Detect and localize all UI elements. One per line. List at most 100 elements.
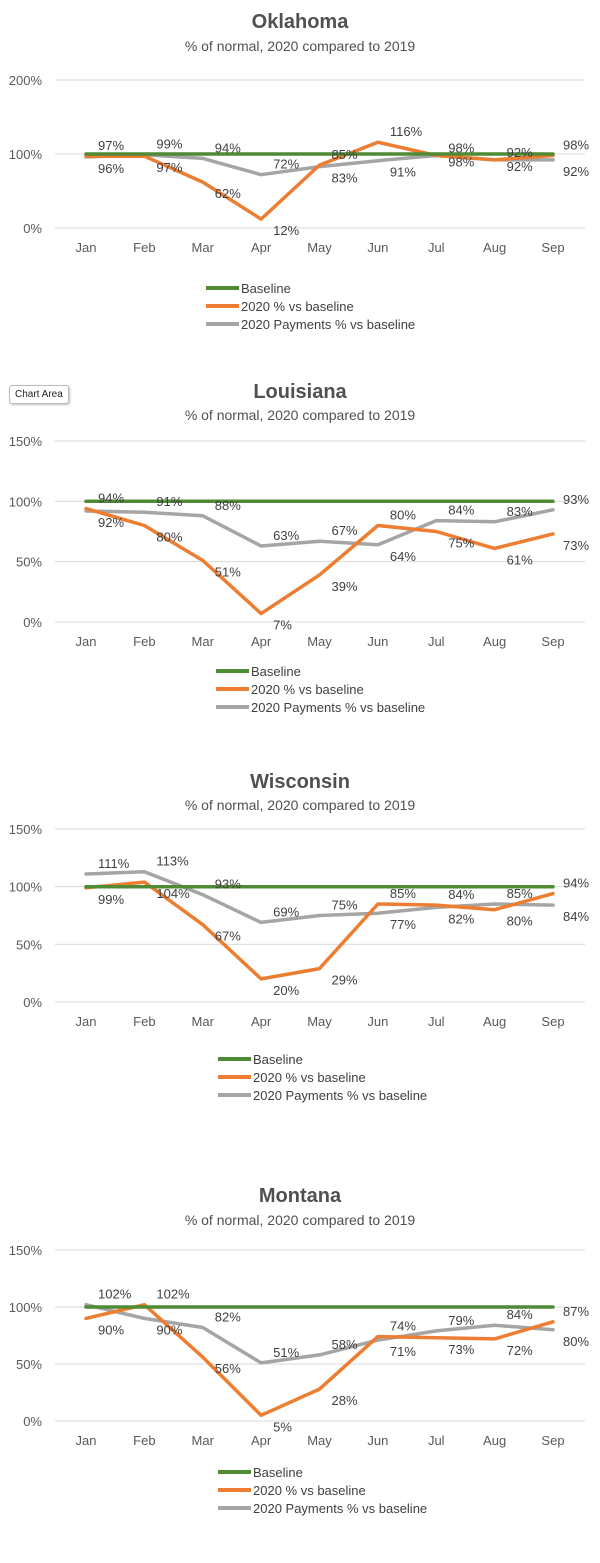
data-label: 7% xyxy=(273,618,292,633)
y-tick-label: 50% xyxy=(16,937,42,952)
x-tick-label: Apr xyxy=(251,1014,272,1029)
data-label: 92% xyxy=(507,159,533,174)
chart-title: Wisconsin xyxy=(250,771,350,793)
chart-subtitle: % of normal, 2020 compared to 2019 xyxy=(185,407,416,423)
chart-subtitle: % of normal, 2020 compared to 2019 xyxy=(185,1212,416,1228)
gray-line xyxy=(84,508,555,548)
data-label: 99% xyxy=(156,137,182,152)
legend-label: 2020 Payments % vs baseline xyxy=(251,700,425,715)
data-label: 77% xyxy=(390,917,416,932)
data-label: 113% xyxy=(156,854,189,869)
x-tick-label: Jul xyxy=(428,1014,445,1029)
y-tick-label: 0% xyxy=(23,995,42,1010)
data-label: 98% xyxy=(448,154,474,169)
data-label: 12% xyxy=(273,223,299,238)
x-tick-label: Aug xyxy=(483,634,506,649)
gray-line xyxy=(84,869,555,925)
x-tick-label: Jul xyxy=(428,240,445,255)
data-label: 82% xyxy=(448,911,474,926)
x-tick-label: Sep xyxy=(541,240,564,255)
data-label: 58% xyxy=(332,1337,358,1352)
chart-montana: Montana % of normal, 2020 compared to 201… xyxy=(9,1185,590,1516)
x-tick-label: Aug xyxy=(483,1433,506,1448)
data-label: 74% xyxy=(390,1319,416,1334)
x-tick-label: May xyxy=(307,240,332,255)
data-label: 85% xyxy=(332,147,358,162)
data-label: 85% xyxy=(390,886,416,901)
data-label: 51% xyxy=(215,564,241,579)
data-label: 5% xyxy=(273,1419,292,1434)
legend-label: Baseline xyxy=(253,1052,303,1067)
data-label: 85% xyxy=(507,886,533,901)
x-tick-label: Mar xyxy=(192,1433,215,1448)
data-label: 90% xyxy=(98,1322,124,1337)
x-tick-label: Jan xyxy=(76,1433,97,1448)
data-label: 71% xyxy=(390,1344,416,1359)
y-tick-label: 150% xyxy=(9,1243,43,1258)
legend-label: 2020 Payments % vs baseline xyxy=(253,1088,427,1103)
data-label: 72% xyxy=(273,157,299,172)
x-tick-label: Apr xyxy=(251,1433,272,1448)
chart-area-tooltip: Chart Area xyxy=(9,385,69,404)
data-label: 83% xyxy=(507,504,533,519)
x-tick-label: Sep xyxy=(541,634,564,649)
data-label: 72% xyxy=(507,1343,533,1358)
legend-label: 2020 Payments % vs baseline xyxy=(253,1501,427,1516)
x-tick-label: Feb xyxy=(133,1014,155,1029)
data-label: 93% xyxy=(215,877,241,892)
legend-label: 2020 % vs baseline xyxy=(253,1070,366,1085)
x-tick-label: Jun xyxy=(367,1014,388,1029)
x-tick-label: Jul xyxy=(428,634,445,649)
legend-label: Baseline xyxy=(251,664,301,679)
y-tick-label: 100% xyxy=(9,1300,43,1315)
x-tick-label: Jun xyxy=(367,240,388,255)
x-tick-label: Jan xyxy=(76,634,97,649)
data-label: 67% xyxy=(215,929,241,944)
data-label: 75% xyxy=(332,898,358,913)
x-tick-label: Jul xyxy=(428,1433,445,1448)
y-tick-label: 100% xyxy=(9,147,43,162)
y-tick-label: 100% xyxy=(9,880,43,895)
data-label: 111% xyxy=(98,856,130,871)
x-tick-label: May xyxy=(307,1433,332,1448)
legend-label: 2020 % vs baseline xyxy=(241,299,354,314)
data-label: 94% xyxy=(563,876,589,891)
data-label: 75% xyxy=(448,536,474,551)
chart-title: Louisiana xyxy=(253,381,347,403)
data-label: 102% xyxy=(98,1287,132,1302)
chart-louisiana: Louisiana % of normal, 2020 compared to 2… xyxy=(9,381,590,715)
data-label: 84% xyxy=(507,1307,533,1322)
x-tick-label: Mar xyxy=(192,240,215,255)
chart-subtitle: % of normal, 2020 compared to 2019 xyxy=(185,38,416,54)
data-label: 84% xyxy=(448,887,474,902)
data-label: 104% xyxy=(156,886,190,901)
x-tick-label: Jun xyxy=(367,634,388,649)
data-label: 98% xyxy=(448,140,474,155)
data-label: 94% xyxy=(215,140,241,155)
x-tick-label: Feb xyxy=(133,1433,155,1448)
data-label: 28% xyxy=(332,1393,358,1408)
orange-line xyxy=(84,880,555,981)
y-tick-label: 0% xyxy=(23,1414,42,1429)
x-tick-label: Mar xyxy=(192,1014,215,1029)
data-label: 116% xyxy=(390,124,423,139)
orange-line xyxy=(84,140,555,221)
x-tick-label: May xyxy=(307,1014,332,1029)
data-label: 92% xyxy=(563,164,589,179)
data-label: 87% xyxy=(563,1304,589,1319)
x-tick-label: Jan xyxy=(76,1014,97,1029)
legend-label: 2020 Payments % vs baseline xyxy=(241,317,415,332)
x-tick-label: Aug xyxy=(483,1014,506,1029)
chart-oklahoma: Oklahoma % of normal, 2020 compared to 20… xyxy=(9,11,590,332)
legend-label: Baseline xyxy=(241,281,291,296)
y-tick-label: 0% xyxy=(23,221,42,236)
data-label: 91% xyxy=(390,165,416,180)
data-label: 94% xyxy=(98,491,124,506)
y-tick-label: 50% xyxy=(16,1357,42,1372)
y-tick-label: 200% xyxy=(9,73,43,88)
data-label: 93% xyxy=(563,492,589,507)
orange-line xyxy=(84,1302,555,1418)
data-label: 83% xyxy=(332,171,358,186)
y-tick-label: 100% xyxy=(9,494,43,509)
data-label: 56% xyxy=(215,1361,241,1376)
